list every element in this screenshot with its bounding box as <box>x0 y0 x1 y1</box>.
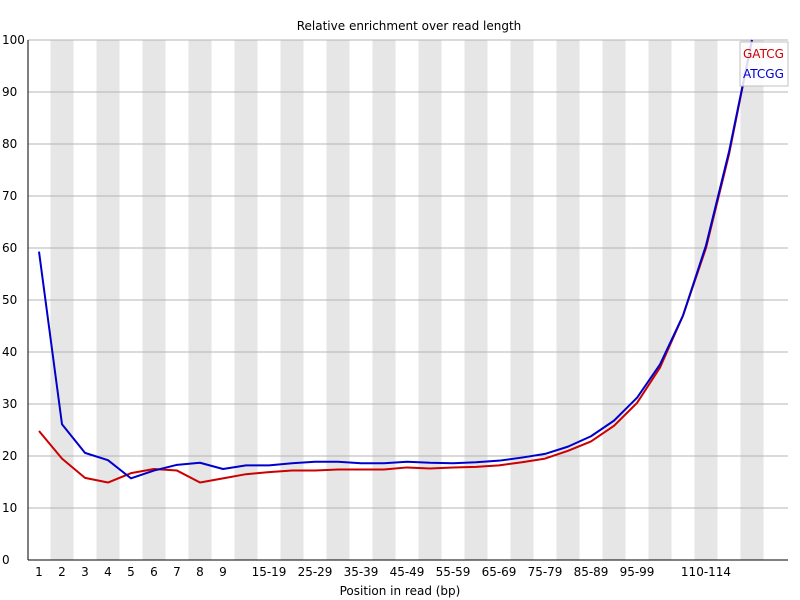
legend-box <box>739 41 789 87</box>
x-tick-labels: 1 2 3 4 5 6 7 8 9 15-19 25-29 35-39 45-49 55-59 65-69 7… <box>35 565 731 579</box>
x-tick-label: 65-69 <box>482 565 517 579</box>
y-tick-label: 50 <box>2 293 17 307</box>
x-tick-label: 15-19 <box>252 565 287 579</box>
y-tick-label: 100 <box>2 33 25 47</box>
y-tick-label: 30 <box>2 397 17 411</box>
x-tick-label: 55-59 <box>436 565 471 579</box>
x-tick-label: 2 <box>58 565 66 579</box>
chart-title: Relative enrichment over read length <box>297 19 522 33</box>
x-tick-label: 85-89 <box>574 565 609 579</box>
x-tick-label: 1 <box>35 565 43 579</box>
series-line-atcgg <box>38 39 753 480</box>
x-tick-label: 3 <box>81 565 89 579</box>
x-tick-label: 9 <box>219 565 227 579</box>
axes <box>27 40 788 561</box>
series-lines <box>38 39 753 484</box>
y-tick-label: 10 <box>2 501 17 515</box>
legend-entry: ATCGG <box>743 67 784 81</box>
x-tick-label: 6 <box>150 565 158 579</box>
legend: GATCG ATCGG <box>739 41 789 87</box>
y-tick-label: 60 <box>2 241 17 255</box>
y-tick-label: 80 <box>2 137 17 151</box>
x-tick-label: 35-39 <box>344 565 379 579</box>
x-tick-label: 95-99 <box>620 565 655 579</box>
x-tick-label: 45-49 <box>390 565 425 579</box>
x-tick-label: 5 <box>127 565 135 579</box>
x-tick-label: 25-29 <box>298 565 333 579</box>
y-tick-label: 90 <box>2 85 17 99</box>
y-tick-label: 20 <box>2 449 17 463</box>
x-tick-label: 8 <box>196 565 204 579</box>
x-tick-label: 7 <box>173 565 181 579</box>
x-tick-label: 110-114 <box>681 565 731 579</box>
x-tick-label: 4 <box>104 565 112 579</box>
x-axis-label: Position in read (bp) <box>340 584 461 598</box>
x-tick-label: 75-79 <box>528 565 563 579</box>
y-tick-labels: 0 10 20 30 40 50 60 70 80 90 100 <box>2 33 25 567</box>
legend-entry: GATCG <box>743 47 784 61</box>
y-tick-label: 40 <box>2 345 17 359</box>
y-tick-label: 0 <box>2 553 10 567</box>
y-tick-label: 70 <box>2 189 17 203</box>
gridlines <box>28 39 788 509</box>
